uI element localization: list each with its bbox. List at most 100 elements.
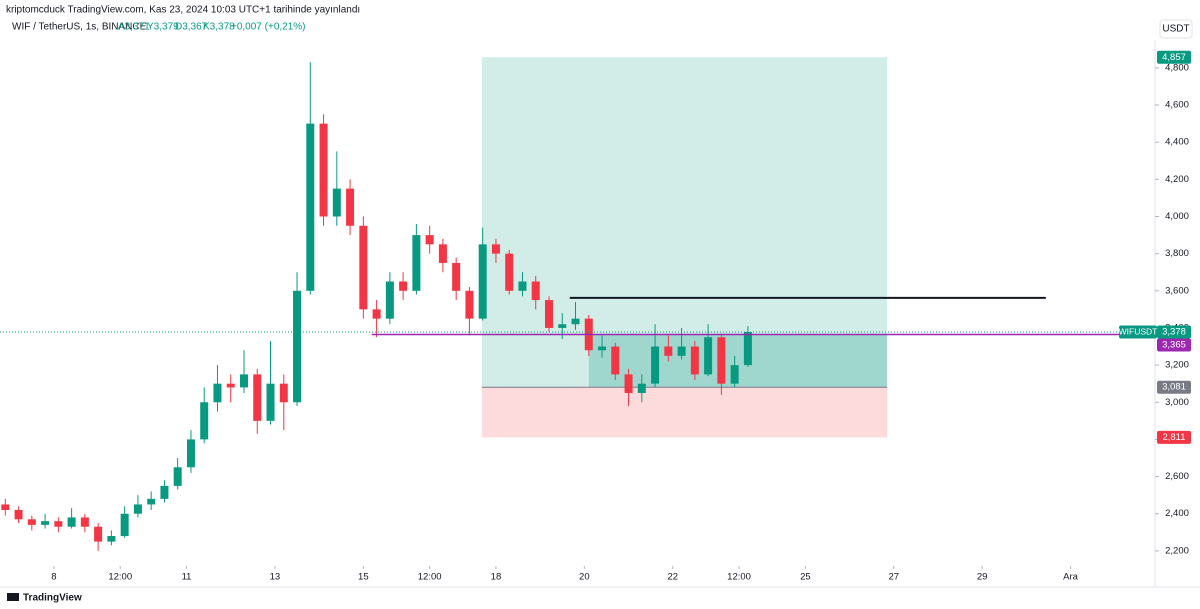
candle-body bbox=[160, 485, 169, 499]
candle-body bbox=[690, 346, 699, 375]
ohlc-high: Y3,379 bbox=[147, 22, 179, 33]
x-tick-label: 13 bbox=[270, 572, 281, 583]
price-badge bbox=[1157, 380, 1191, 394]
y-tick-label: 4,000 bbox=[1165, 211, 1189, 222]
y-tick-label: 3,000 bbox=[1165, 397, 1189, 408]
x-tick-label: 25 bbox=[800, 572, 811, 583]
stop-zone bbox=[481, 387, 888, 438]
candle-body bbox=[266, 383, 275, 421]
x-tick-label: 18 bbox=[491, 572, 502, 583]
x-tick-label: 12:00 bbox=[418, 572, 442, 583]
symbol: WIF / TetherUS, 1s, BINANCE bbox=[12, 22, 147, 33]
price-badge-label: 3,081 bbox=[1162, 382, 1186, 393]
candle-body bbox=[544, 300, 553, 328]
ohlc-open: A3,371 bbox=[118, 22, 150, 33]
price-badge-label: 4,857 bbox=[1162, 52, 1186, 63]
candle-body bbox=[293, 290, 302, 403]
candle-body bbox=[611, 346, 620, 375]
price-badge-label: 3,365 bbox=[1162, 340, 1186, 351]
price-badge bbox=[1157, 338, 1191, 352]
candle-body bbox=[27, 519, 36, 525]
candle-body bbox=[704, 337, 713, 375]
x-tick-label: 11 bbox=[182, 572, 192, 583]
x-tick-label: 20 bbox=[579, 572, 590, 583]
x-tick-label: 8 bbox=[51, 572, 56, 583]
price-badge-label: 2,811 bbox=[1162, 432, 1185, 443]
change: +0,007 (+0,21%) bbox=[231, 22, 306, 33]
candle-body bbox=[505, 253, 514, 291]
x-tick-label: Ara bbox=[1063, 572, 1079, 583]
price-badge-label: 3,378 bbox=[1162, 327, 1186, 338]
candle-body bbox=[478, 244, 487, 319]
y-tick-label: 3,800 bbox=[1165, 248, 1189, 259]
x-tick-label: 12:00 bbox=[108, 572, 132, 583]
candle-body bbox=[412, 235, 421, 291]
currency-box[interactable] bbox=[1159, 19, 1193, 39]
candle-body bbox=[624, 374, 633, 393]
candle-body bbox=[54, 521, 63, 527]
candle-body bbox=[531, 281, 540, 301]
candle-body bbox=[571, 318, 580, 325]
candle-body bbox=[425, 235, 434, 245]
candle-body bbox=[226, 383, 235, 388]
candle-body bbox=[80, 517, 89, 527]
candle-body bbox=[717, 337, 726, 384]
candle-body bbox=[518, 281, 527, 291]
y-tick-label: 2,200 bbox=[1165, 545, 1189, 556]
candle-body bbox=[359, 225, 368, 310]
y-tick-label: 4,800 bbox=[1165, 62, 1189, 73]
candle-body bbox=[558, 324, 567, 328]
candle-body bbox=[107, 536, 116, 542]
candle-body bbox=[438, 244, 447, 263]
y-tick-label: 2,600 bbox=[1165, 471, 1189, 482]
brand: TradingView bbox=[23, 593, 82, 604]
candle-body bbox=[346, 188, 355, 226]
y-tick-label: 4,400 bbox=[1165, 137, 1189, 148]
ohlc-close: K3,378 bbox=[203, 22, 235, 33]
author-line: kriptomcduck TradingView.com, Kas 23, 20… bbox=[6, 5, 360, 16]
candle-body bbox=[41, 521, 50, 525]
candle-body bbox=[491, 244, 500, 254]
x-tick-label: 15 bbox=[358, 572, 369, 583]
candle-body bbox=[743, 332, 752, 366]
y-tick-label: 3,200 bbox=[1165, 360, 1189, 371]
candle-body bbox=[239, 374, 248, 388]
candle-body bbox=[651, 346, 660, 384]
candle-body bbox=[279, 383, 288, 403]
symbol-tag bbox=[1119, 325, 1157, 339]
x-tick-label: 29 bbox=[977, 572, 988, 583]
candle-body bbox=[465, 290, 474, 319]
candle-body bbox=[598, 346, 607, 351]
candle-body bbox=[385, 281, 394, 319]
candle-body bbox=[637, 383, 646, 393]
candle-body bbox=[200, 402, 209, 440]
candle-body bbox=[253, 374, 262, 421]
candle-body bbox=[730, 365, 739, 384]
y-tick-label: 4,200 bbox=[1165, 174, 1189, 185]
candle-body bbox=[147, 498, 156, 505]
price-badge bbox=[1157, 325, 1191, 339]
candle-body bbox=[67, 517, 76, 527]
candle-body bbox=[173, 467, 182, 486]
candle-body bbox=[319, 123, 328, 217]
brand-logo bbox=[7, 593, 19, 601]
candle-body bbox=[452, 262, 461, 291]
price-badge bbox=[1157, 50, 1191, 64]
candle-body bbox=[399, 281, 408, 291]
candle-body bbox=[332, 188, 341, 217]
y-tick-label: 4,600 bbox=[1165, 100, 1189, 111]
candle-body bbox=[664, 346, 673, 356]
y-tick-label: 2,400 bbox=[1165, 508, 1189, 519]
candle-body bbox=[677, 346, 686, 356]
symbol-tag-label: WIFUSDT bbox=[1119, 326, 1158, 336]
candle-body bbox=[306, 123, 315, 291]
candle-body bbox=[14, 510, 23, 520]
ohlc-low: D3,367 bbox=[175, 22, 208, 33]
candle-body bbox=[372, 309, 381, 319]
candle-body bbox=[120, 513, 129, 537]
candle-body bbox=[94, 526, 103, 542]
candle-body bbox=[1, 504, 10, 511]
y-tick-label: 3,600 bbox=[1165, 285, 1189, 296]
candle-body bbox=[133, 504, 142, 514]
